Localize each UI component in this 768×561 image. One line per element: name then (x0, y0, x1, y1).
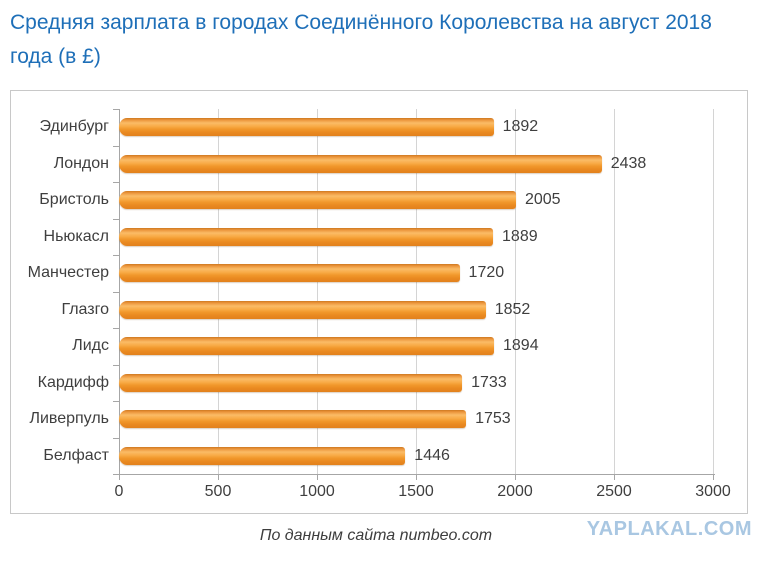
x-tick-label: 1000 (299, 483, 335, 500)
x-axis-tick (317, 474, 318, 480)
bar (119, 300, 486, 319)
y-axis-tick (113, 255, 119, 256)
y-axis-tick (113, 291, 119, 293)
category-label: Ньюкасл (43, 227, 109, 245)
value-label: 1889 (502, 227, 538, 245)
y-axis-tick (113, 328, 119, 329)
value-label: 2438 (610, 154, 647, 172)
value-label: 1892 (502, 118, 539, 136)
bar (119, 373, 463, 392)
y-axis-tick (113, 145, 119, 147)
x-axis-tick (614, 474, 615, 480)
category-label: Глазго (61, 300, 109, 318)
bar (119, 410, 467, 429)
page-title: Средняя зарплата в городах Соединённого … (10, 6, 712, 74)
x-axis-line (113, 474, 715, 475)
category-label: Кардифф (37, 373, 109, 391)
x-axis-tick (416, 474, 417, 480)
y-axis-tick (113, 364, 119, 366)
value-label: 1753 (475, 410, 511, 428)
value-label: 1852 (494, 300, 531, 318)
x-axis-tick (218, 474, 219, 480)
bar (119, 227, 494, 246)
bar (119, 337, 494, 356)
gridline (515, 109, 516, 474)
x-axis-tick (713, 474, 714, 480)
category-label: Ливерпуль (29, 410, 109, 427)
category-label: Белфаст (43, 446, 109, 464)
category-label: Лондон (53, 154, 109, 172)
page-title-line-2: года (в £) (10, 45, 101, 68)
bar (119, 154, 602, 173)
y-axis-tick (113, 437, 119, 439)
gridline (614, 109, 615, 474)
x-tick-label: 0 (114, 483, 124, 500)
gridline (218, 109, 219, 474)
gridline (317, 109, 318, 474)
x-tick-label: 500 (204, 483, 232, 500)
value-label: 1894 (503, 337, 539, 355)
x-tick-label: 2000 (497, 483, 533, 500)
x-axis-tick (119, 474, 120, 480)
x-tick-label: 2500 (596, 483, 632, 500)
gridline (416, 109, 417, 474)
y-axis-line (119, 109, 120, 474)
y-axis-tick (113, 182, 119, 183)
value-label: 2005 (524, 191, 561, 209)
category-label: Эдинбург (39, 118, 109, 135)
watermark: YAPLAKAL.COM (586, 518, 752, 540)
bar (119, 264, 460, 283)
x-tick-label: 3000 (695, 483, 731, 500)
x-tick-label: 1500 (398, 483, 434, 500)
gridline (713, 109, 714, 474)
y-axis-tick (113, 401, 119, 402)
source-caption: По данным сайта numbeo.com (259, 527, 493, 544)
bar-chart: 0 500 1000 1500 2000 2500 3000 Эдинбург 1892 Лонд… (10, 90, 748, 514)
category-label: Бристоль (39, 191, 109, 208)
y-axis-tick (113, 218, 119, 220)
category-label: Манчестер (27, 264, 109, 281)
value-label: 1733 (471, 373, 507, 391)
bar (119, 191, 516, 210)
bar (119, 118, 494, 137)
value-label: 1446 (414, 446, 450, 464)
bar (119, 446, 406, 465)
y-axis-tick (113, 109, 119, 110)
category-label: Лидс (72, 337, 109, 354)
value-label: 1720 (468, 264, 505, 282)
page-title-line-1: Средняя зарплата в городах Соединённого … (10, 11, 712, 34)
x-axis-tick (515, 474, 516, 480)
